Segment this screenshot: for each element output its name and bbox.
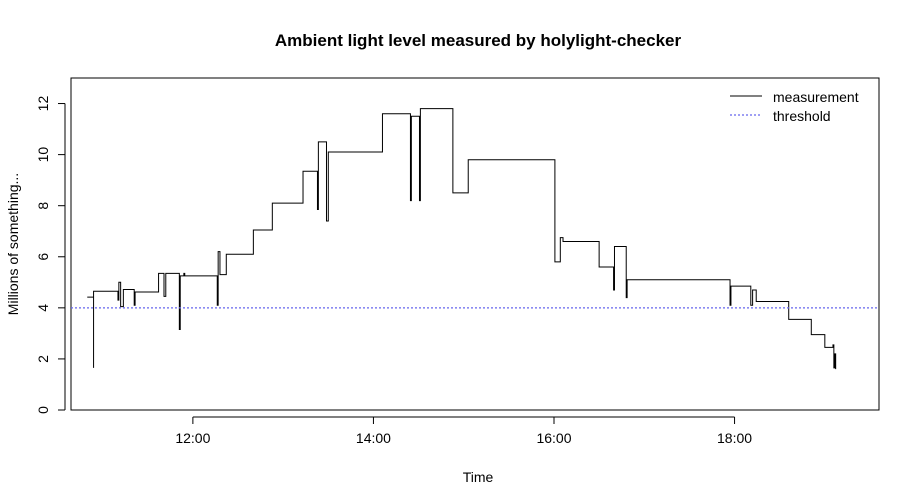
y-tick-label: 8 — [35, 202, 51, 210]
x-tick-label: 18:00 — [717, 430, 752, 446]
legend-threshold-label: threshold — [773, 108, 831, 124]
y-tick-label: 0 — [35, 406, 51, 414]
y-tick-label: 4 — [35, 304, 51, 312]
series-layer — [71, 108, 879, 370]
x-axis-label: Time — [463, 469, 494, 485]
y-axis-label: Millions of something... — [5, 173, 21, 315]
x-axis: 12:00 14:00 16:00 18:00 — [175, 416, 752, 446]
x-tick-label: 12:00 — [175, 430, 210, 446]
legend-measurement-label: measurement — [773, 89, 859, 105]
y-tick-label: 10 — [35, 147, 51, 163]
legend: measurement threshold — [730, 89, 859, 124]
x-tick-label: 16:00 — [536, 430, 571, 446]
chart-title: Ambient light level measured by holyligh… — [275, 31, 682, 50]
y-tick-label: 12 — [35, 96, 51, 112]
y-tick-label: 6 — [35, 253, 51, 261]
x-tick-label: 14:00 — [356, 430, 391, 446]
plot-frame — [70, 77, 880, 411]
y-tick-label: 2 — [35, 355, 51, 363]
series-measurement-line — [87, 108, 837, 370]
y-axis: 0 2 4 6 8 10 12 — [35, 96, 66, 414]
